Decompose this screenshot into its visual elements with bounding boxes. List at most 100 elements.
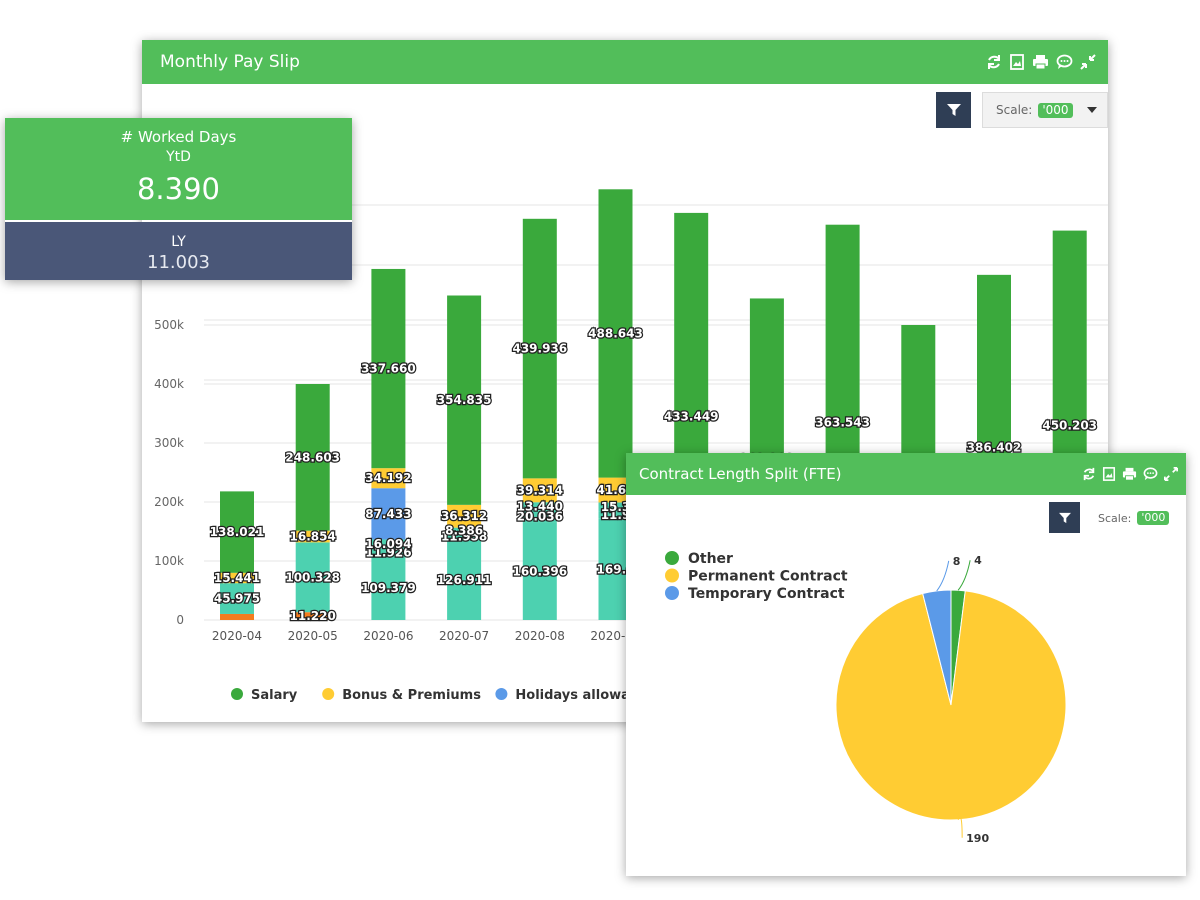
export-image-icon[interactable] [1009,54,1025,70]
pie-data-label: 190 [966,832,989,845]
expand-icon[interactable] [1164,467,1178,481]
bar-segment [220,491,254,573]
data-label: 363.543 [815,415,870,429]
y-tick-label: 400k [154,377,184,391]
bar-segment [220,572,254,584]
print-icon[interactable] [1122,467,1137,481]
x-tick-label: 2020-06 [363,629,413,643]
data-label: 11.958 [441,530,487,544]
pie-connector [957,560,971,591]
data-label: 87.433 [365,507,411,521]
filter-icon [1058,512,1071,523]
bar-segment [598,502,633,512]
bar-segment [447,295,482,505]
kpi-value: 8.390 [136,172,221,206]
bar-segment [447,504,482,528]
refresh-icon[interactable] [986,54,1002,70]
refresh-icon[interactable] [1082,467,1096,481]
x-tick-label: 2020-07 [439,629,489,643]
pie-data-labels: 4 190 8 [936,554,989,845]
bar-segment [522,502,557,511]
bar-segment [447,540,482,620]
contract-title: Contract Length Split (FTE) [639,465,842,483]
data-label: 386.402 [967,440,1022,454]
kpi-ly-label: LY [171,234,186,250]
pie-data-label: 8 [953,555,961,568]
pie-connector [957,816,963,838]
data-label: 16.854 [290,530,336,544]
bar-segment [371,488,406,540]
contract-scale-control[interactable]: Scale: '000 [1098,509,1170,527]
collapse-icon[interactable] [1080,54,1096,70]
pay-slip-scale-dropdown[interactable]: Scale: '000 [982,92,1108,128]
bar-segment [598,511,633,519]
data-label: 8.386 [445,523,483,537]
pie-data-label: 4 [974,554,982,567]
kpi-bottom-section: LY 11.003 [5,222,352,280]
bar-segment [598,189,633,478]
bar-segment [522,218,557,479]
print-icon[interactable] [1032,54,1049,70]
data-label: 169.6 [597,562,635,576]
pie-connector [936,560,950,592]
bar-segment [371,555,406,620]
bar-segment [295,542,330,613]
filter-icon [946,104,961,116]
data-label: 126.911 [437,573,492,587]
legend-label: Temporary Contract [688,586,845,602]
legend-label: Bonus & Premiums [342,688,481,703]
data-label: 34.192 [365,471,411,485]
legend-label: Salary [251,688,298,703]
data-label: 15.3 [601,500,631,514]
pay-slip-filter-button[interactable] [936,92,971,128]
comment-icon[interactable] [1143,467,1158,481]
bar-segment [447,527,482,533]
bar-segment [371,468,406,489]
data-label: 100.328 [285,570,340,584]
data-label: 488.643 [588,326,643,340]
comment-icon[interactable] [1056,54,1073,70]
bar-segment [295,530,330,543]
data-label: 16.094 [365,537,411,551]
legend-marker [495,688,508,700]
legend: Salary Bonus & Premiums Holidays allowar [231,688,637,703]
legend-marker [665,586,679,600]
data-label: 138.021 [210,525,265,539]
worked-days-kpi-card: # Worked Days YtD 8.390 LY 11.003 [5,118,352,280]
data-label: 45.975 [214,592,260,606]
bar-segment [447,532,482,541]
data-label: 13.440 [517,499,563,513]
data-label: 109.379 [361,581,416,595]
contract-filter-button[interactable] [1049,502,1080,533]
data-label: 11.926 [365,545,411,559]
y-tick-label: 500k [154,318,184,332]
x-tick-label: 2020-04 [212,629,262,643]
bar-segment [371,539,406,549]
scale-value-badge: '000 [1038,102,1073,118]
data-label: 15.441 [214,571,260,585]
pay-slip-header: Monthly Pay Slip [142,40,1108,84]
data-label: 433.449 [664,409,719,423]
bar-segment [295,384,330,531]
x-tick-label: 2020-08 [515,629,565,643]
data-label: 36.312 [441,509,487,523]
data-label: 11.9 [601,508,631,522]
pay-slip-toolbar [986,40,1096,84]
scale-label: Scale: [996,103,1033,117]
y-tick-label: 0 [176,613,184,627]
data-label: 41.63 [597,483,635,497]
y-tick-label: 100k [154,554,184,568]
bar-segment [522,522,557,620]
chevron-down-icon [1086,107,1097,113]
legend-marker [665,551,679,565]
pay-slip-title: Monthly Pay Slip [160,52,300,72]
legend-marker [322,688,335,700]
bar-segment [220,613,254,620]
bar-segment [522,478,557,503]
y-tick-label: 200k [154,495,184,509]
export-image-icon[interactable] [1102,467,1116,481]
kpi-ly-value: 11.003 [147,252,210,273]
bar-segment [522,510,557,523]
